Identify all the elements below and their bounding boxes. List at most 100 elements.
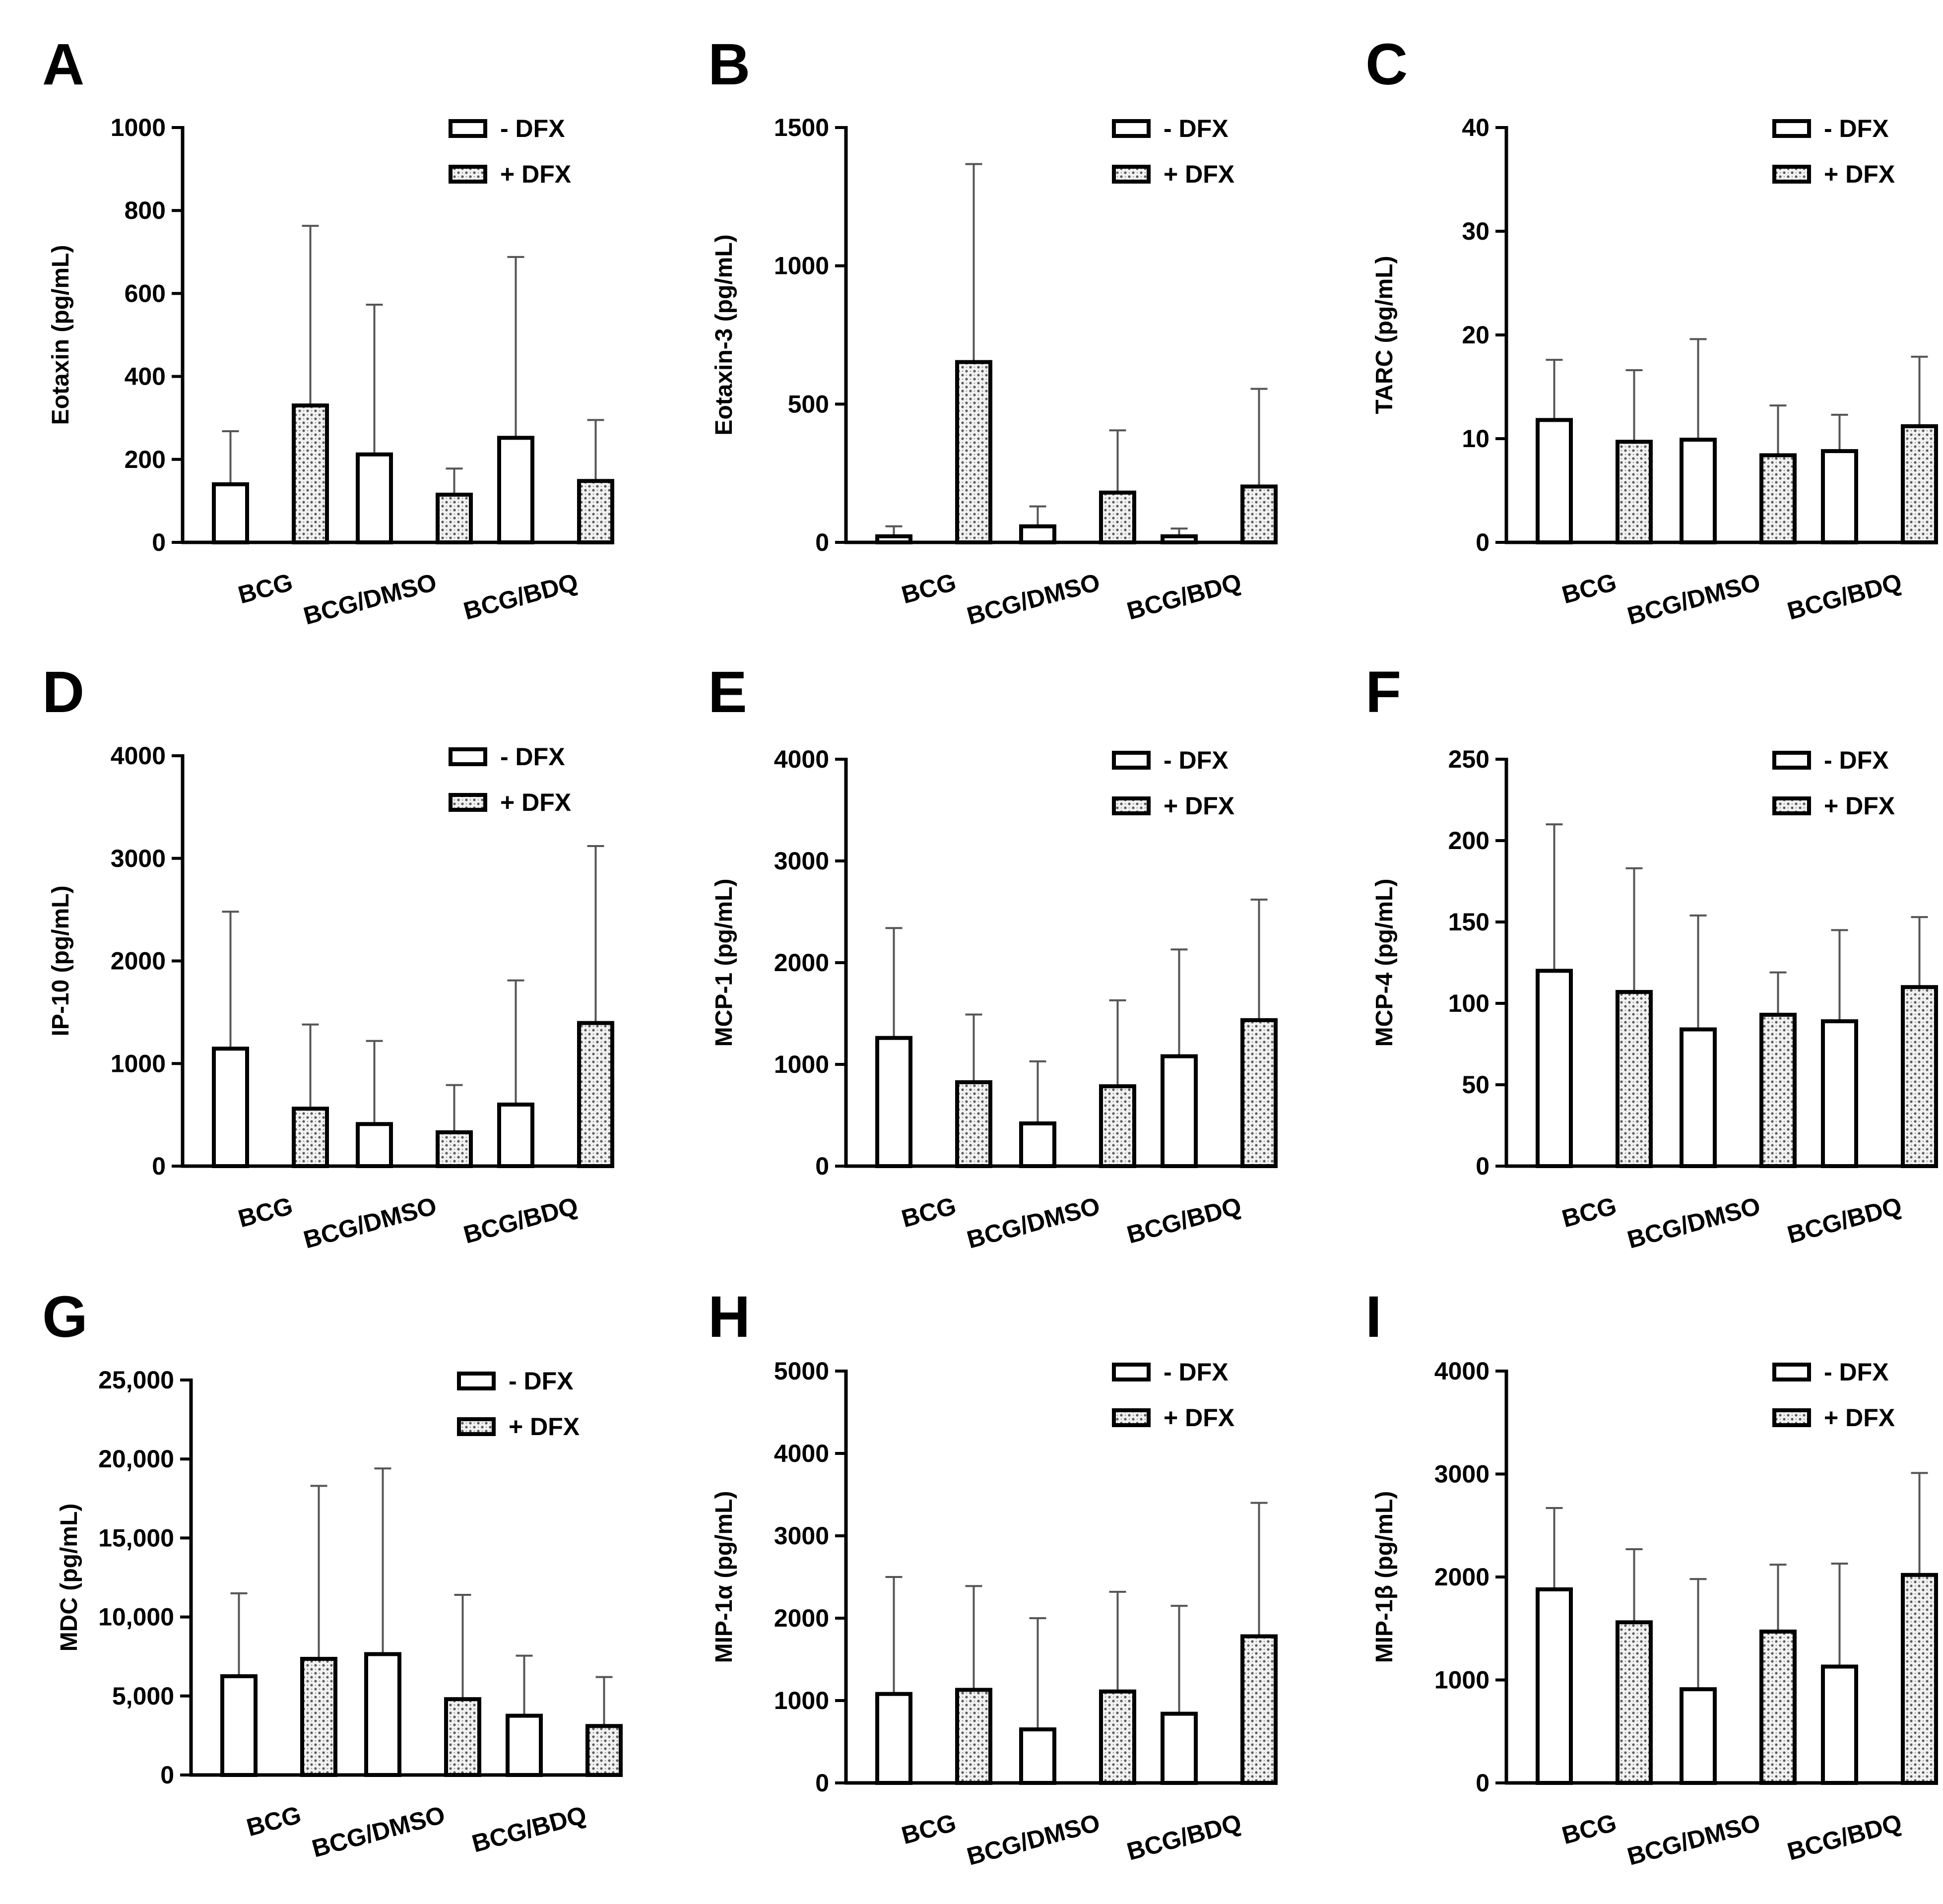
y-tick-label: 4000 <box>111 742 166 770</box>
bar-plus-dfx <box>1759 453 1797 544</box>
y-tick-label: 2000 <box>1434 1563 1490 1591</box>
y-tick-label: 0 <box>815 528 829 556</box>
chart-panel-i: I 0 1000 2000 3000 4000 MIP-1β (pg/mL) BCG BCG/D… <box>1365 1284 1938 1871</box>
legend-item-plus-dfx: + DFX <box>1772 1404 1895 1432</box>
x-category-label: BCG <box>1559 568 1619 609</box>
legend-label: - DFX <box>500 743 565 771</box>
legend-label: + DFX <box>1824 792 1895 820</box>
legend-swatch <box>1772 796 1811 815</box>
y-tick-label: 200 <box>1448 827 1490 854</box>
legend-label: + DFX <box>1824 160 1895 188</box>
x-category-label: BCG/BDQ <box>1124 1809 1244 1866</box>
legend-label: - DFX <box>500 115 565 142</box>
bar-minus-dfx <box>1821 449 1858 545</box>
legend-swatch <box>1772 1363 1811 1381</box>
bar-minus-dfx <box>875 1036 912 1168</box>
x-category-label: BCG/BDQ <box>1124 1192 1244 1249</box>
y-tick-label: 250 <box>1448 745 1490 773</box>
y-tick-label: 30 <box>1462 217 1490 245</box>
bar-plus-dfx <box>577 1021 614 1168</box>
legend-item-plus-dfx: + DFX <box>457 1413 580 1441</box>
x-category-label: BCG <box>899 1192 959 1233</box>
bar-plus-dfx <box>1240 484 1278 544</box>
x-category-label: BCG/DMSO <box>964 1809 1103 1871</box>
legend-item-minus-dfx: - DFX <box>457 1367 574 1395</box>
y-tick-label: 3000 <box>1434 1460 1490 1488</box>
panel-letter: B <box>708 32 750 97</box>
y-tick-label: 150 <box>1448 908 1490 936</box>
bar-minus-dfx <box>1680 1027 1717 1168</box>
x-category-label: BCG <box>899 568 959 609</box>
bar-minus-dfx <box>356 1122 393 1168</box>
bar-minus-dfx <box>1161 1054 1198 1169</box>
legend-swatch <box>457 1372 496 1390</box>
bar-minus-dfx <box>1680 1687 1717 1785</box>
y-tick-label: 20 <box>1462 321 1490 349</box>
y-tick-label: 3000 <box>111 845 166 872</box>
x-category-label: BCG/BDQ <box>1124 568 1244 625</box>
chart-panel-g: G 0 5,000 10,000 15,000 20,000 25,000 MDC (pg/m… <box>42 1284 623 1863</box>
y-tick-label: 0 <box>1476 528 1490 556</box>
x-category-label: BCG/BDQ <box>469 1801 589 1858</box>
bar-plus-dfx <box>436 1130 473 1168</box>
y-axis-label: MCP-1 (pg/mL) <box>711 879 737 1047</box>
y-tick-label: 800 <box>125 197 166 224</box>
y-tick-label: 0 <box>1476 1769 1490 1797</box>
bar-plus-dfx <box>1240 1018 1278 1168</box>
y-tick-label: 0 <box>815 1769 829 1797</box>
y-tick-label: 1000 <box>774 1050 829 1078</box>
y-axis-label: TARC (pg/mL) <box>1371 256 1398 414</box>
bar-plus-dfx <box>1901 424 1938 544</box>
bar-minus-dfx <box>1680 438 1717 545</box>
bar-plus-dfx <box>1099 1689 1136 1785</box>
y-axis-label: IP-10 (pg/mL) <box>48 885 74 1036</box>
panel-letter: G <box>42 1284 88 1350</box>
x-category-label: BCG <box>235 568 296 609</box>
bar-plus-dfx <box>1759 1012 1797 1168</box>
legend-item-minus-dfx: - DFX <box>1772 115 1889 142</box>
y-tick-label: 1000 <box>111 1050 166 1077</box>
panel-letter: H <box>708 1284 750 1350</box>
legend-item-plus-dfx: + DFX <box>449 788 571 816</box>
legend-swatch <box>1112 1408 1151 1427</box>
bar-minus-dfx <box>875 1692 912 1785</box>
x-category-label: BCG <box>1559 1809 1619 1850</box>
panel-letter: C <box>1365 32 1408 97</box>
x-category-label: BCG/DMSO <box>964 568 1103 630</box>
y-tick-label: 1000 <box>774 252 829 280</box>
bar-minus-dfx <box>1821 1664 1858 1785</box>
y-tick-label: 50 <box>1462 1071 1490 1099</box>
x-category-label: BCG/DMSO <box>1624 568 1763 630</box>
bar-minus-dfx <box>1536 418 1573 544</box>
bar-minus-dfx <box>1019 1727 1056 1785</box>
legend-swatch <box>1772 119 1811 138</box>
x-category-label: BCG <box>235 1192 296 1233</box>
y-tick-label: 5000 <box>774 1357 829 1385</box>
chart-panel-e: E 0 1000 2000 3000 4000 MCP-1 (pg/mL) BCG BCG/DM… <box>708 659 1278 1254</box>
bar-plus-dfx <box>1099 1084 1136 1168</box>
legend-swatch <box>449 165 487 184</box>
bar-plus-dfx <box>1099 490 1136 544</box>
x-category-label: BCG <box>1559 1192 1619 1233</box>
y-tick-label: 10 <box>1462 425 1490 453</box>
x-category-label: BCG/BDQ <box>460 1192 581 1249</box>
y-tick-label: 0 <box>815 1152 829 1180</box>
y-tick-label: 20,000 <box>98 1445 174 1473</box>
panel-letter: E <box>708 659 747 725</box>
x-category-label: BCG/DMSO <box>1624 1192 1763 1254</box>
x-category-label: BCG/DMSO <box>301 568 440 630</box>
y-tick-label: 3000 <box>774 1522 829 1550</box>
legend-swatch <box>1772 751 1811 770</box>
bar-minus-dfx <box>1019 1121 1056 1168</box>
legend-label: + DFX <box>1164 1404 1234 1432</box>
legend-item-minus-dfx: - DFX <box>1112 1358 1229 1386</box>
chart-panel-f: F 0 50 100 150 200 250 MCP-4 (pg/mL) BCG BCG/DMSO… <box>1365 659 1938 1254</box>
legend-swatch <box>449 747 487 766</box>
y-tick-label: 2000 <box>111 947 166 975</box>
panel-letter: F <box>1365 659 1401 725</box>
legend-item-plus-dfx: + DFX <box>1772 792 1895 820</box>
legend-item-minus-dfx: - DFX <box>1112 746 1229 774</box>
bar-minus-dfx <box>1019 524 1056 545</box>
